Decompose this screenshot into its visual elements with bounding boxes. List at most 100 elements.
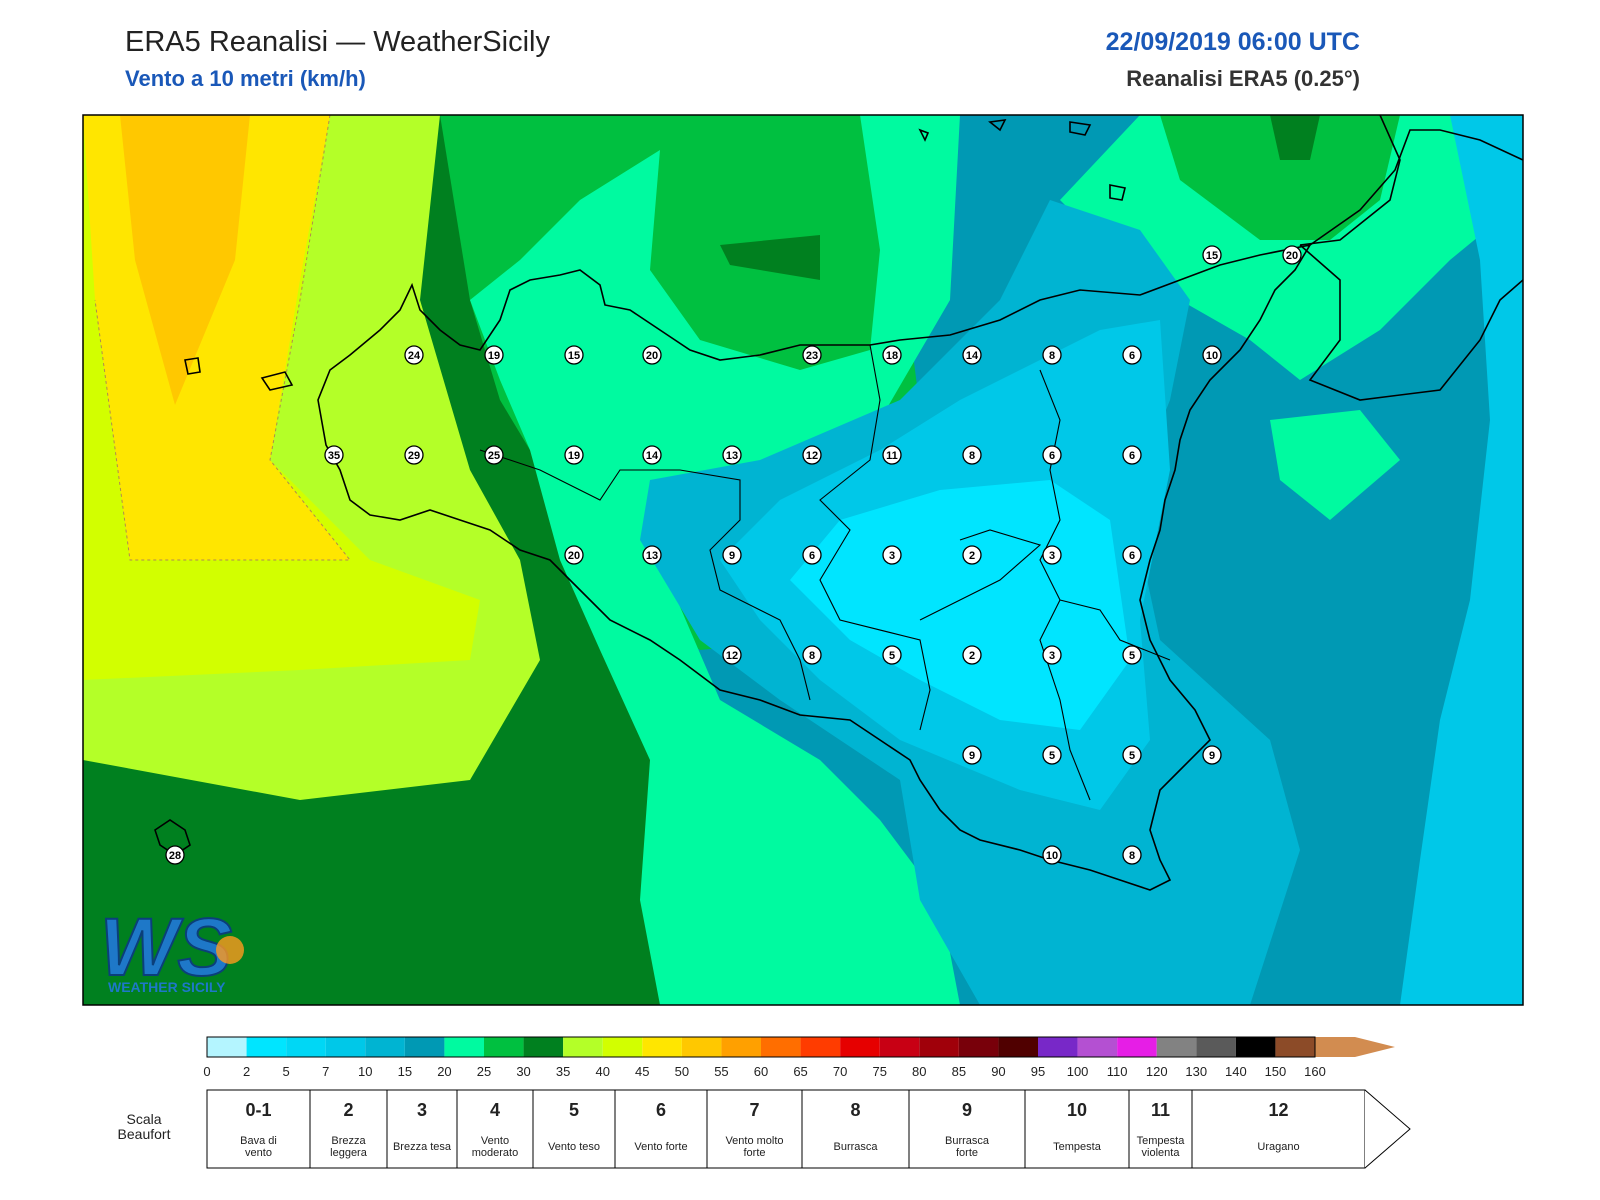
station-value: 8: [809, 650, 815, 662]
beaufort-cell: 9 Burrasca forte: [908, 1089, 1026, 1169]
station-circle: [1042, 745, 1062, 765]
colorbar-tick: 100: [1067, 1064, 1089, 1079]
station-value: 20: [1286, 250, 1298, 262]
aeolian-3: [1109, 184, 1126, 201]
colorbar-tick: 35: [556, 1064, 570, 1079]
station-value: 15: [1206, 250, 1218, 262]
station-value: 10: [1206, 350, 1218, 362]
station-circle: [1122, 645, 1142, 665]
station-value: 10: [1046, 850, 1058, 862]
colorbar-tick: 7: [322, 1064, 329, 1079]
station-circle: [642, 545, 662, 565]
colorbar-tick: 0: [203, 1064, 210, 1079]
station-circle: [802, 345, 822, 365]
station-circle: [882, 345, 902, 365]
beaufort-label: Scala Beaufort: [117, 1111, 171, 1142]
station-marker: 5: [1122, 645, 1142, 665]
beaufort-desc: Bava di vento: [240, 1135, 277, 1159]
station-marker: 6: [802, 545, 822, 565]
station-marker: 24: [404, 345, 424, 365]
beaufort-desc: Vento molto forte: [725, 1135, 783, 1159]
datetime-label: 22/09/2019 06:00 UTC: [1105, 28, 1360, 56]
station-value: 2: [969, 650, 975, 662]
station-value: 2: [969, 550, 975, 562]
station-circle: [1122, 845, 1142, 865]
station-circle: [1042, 445, 1062, 465]
colorbar-swatch: [721, 1037, 761, 1057]
station-marker: 20: [564, 545, 584, 565]
field-green-ne: [1160, 115, 1400, 240]
station-circle: [1042, 845, 1062, 865]
station-value: 14: [646, 450, 659, 462]
station-value: 5: [1049, 750, 1055, 762]
station-circle: [802, 445, 822, 465]
beaufort-number: 7: [749, 1100, 759, 1120]
station-marker: 10: [1202, 345, 1222, 365]
beaufort-cell: 7 Vento molto forte: [706, 1089, 803, 1169]
station-marker: 8: [962, 445, 982, 465]
station-value: 18: [886, 350, 898, 362]
station-marker: 20: [642, 345, 662, 365]
station-marker: 29: [404, 445, 424, 465]
colorbar-swatch: [879, 1037, 920, 1057]
beaufort-number: 12: [1268, 1100, 1288, 1120]
station-circle: [1202, 345, 1222, 365]
colorbar-swatch: [1156, 1037, 1197, 1057]
colorbar-tick: 20: [437, 1064, 451, 1079]
beaufort-cell: 10 Tempesta: [1024, 1089, 1130, 1169]
colorbar-swatch: [365, 1037, 405, 1057]
beaufort-number: 6: [656, 1100, 666, 1120]
beaufort-number: 8: [850, 1100, 860, 1120]
station-marker: 8: [802, 645, 822, 665]
beaufort-cell: 5 Vento teso: [532, 1089, 616, 1169]
station-value: 5: [1129, 650, 1135, 662]
station-value: 29: [408, 450, 420, 462]
station-marker: 8: [1042, 345, 1062, 365]
colorbar-tick: 40: [595, 1064, 609, 1079]
coastlines: [154, 115, 1523, 891]
station-marker: 5: [1122, 745, 1142, 765]
colorbar-tick: 50: [675, 1064, 689, 1079]
station-marker: 3: [882, 545, 902, 565]
station-value: 12: [726, 650, 738, 662]
colorbar-swatch: [919, 1037, 959, 1057]
station-circle: [564, 345, 584, 365]
station-circle: [1202, 245, 1222, 265]
colorbar-swatch: [1275, 1037, 1315, 1057]
station-marker: 9: [722, 545, 742, 565]
station-circle: [404, 445, 424, 465]
colorbar-tick: 65: [793, 1064, 807, 1079]
field-sea-green-ionian: [1270, 410, 1400, 520]
colorbar-tick: 25: [477, 1064, 491, 1079]
station-circle: [722, 645, 742, 665]
station-marker: 19: [564, 445, 584, 465]
station-value: 23: [806, 350, 818, 362]
station-circle: [1282, 245, 1302, 265]
station-value: 28: [169, 850, 181, 862]
station-marker: 14: [962, 345, 982, 365]
beaufort-number: 4: [490, 1100, 500, 1120]
station-value: 25: [488, 450, 500, 462]
station-marker: 6: [1122, 345, 1142, 365]
beaufort-number: 5: [569, 1100, 579, 1120]
station-value: 8: [969, 450, 975, 462]
beaufort-arrow: [1364, 1089, 1411, 1169]
station-marker: 25: [484, 445, 504, 465]
source-label: Reanalisi ERA5 (0.25°): [1126, 66, 1360, 91]
station-value: 13: [726, 450, 738, 462]
colorbar-swatch: [681, 1037, 722, 1057]
map-frame: [82, 114, 1524, 1006]
station-marker: 28: [165, 845, 185, 865]
station-value: 6: [1129, 450, 1135, 462]
station-circle: [722, 445, 742, 465]
colorbar-tick: 95: [1031, 1064, 1045, 1079]
station-circle: [165, 845, 185, 865]
station-circle: [1042, 545, 1062, 565]
beaufort-desc: Vento forte: [634, 1141, 687, 1153]
logo-letters: WS: [100, 902, 232, 993]
station-value: 20: [568, 550, 580, 562]
map-title: ERA5 Reanalisi — WeatherSicily: [125, 26, 550, 58]
station-value: 9: [729, 550, 735, 562]
colorbar-tick: 70: [833, 1064, 847, 1079]
